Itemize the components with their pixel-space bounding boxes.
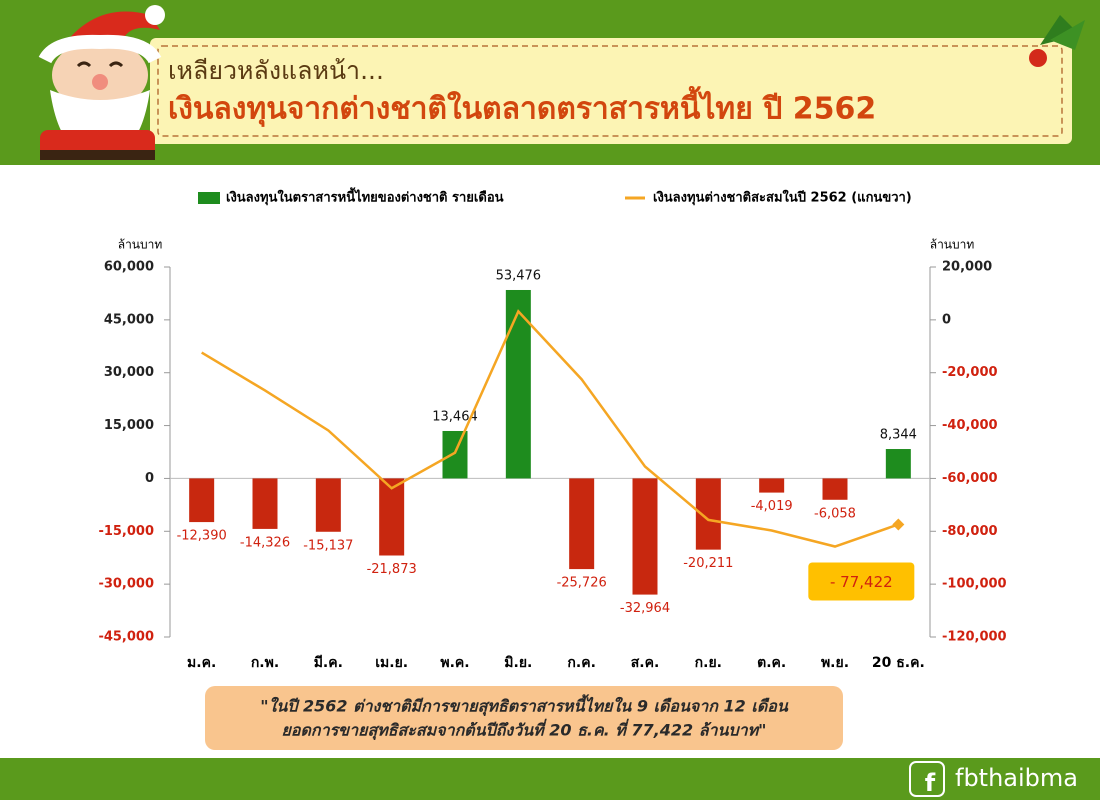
- bar: [252, 478, 278, 529]
- bar: [632, 478, 658, 595]
- annotation-label: - 77,422: [830, 573, 893, 591]
- footer-brand: fbthaibma: [955, 764, 1078, 792]
- bar: [379, 478, 405, 556]
- y-tick-label: -30,000: [98, 577, 154, 592]
- y2-tick-label: -100,000: [942, 577, 1007, 592]
- y2-tick-label: -80,000: [942, 524, 998, 539]
- data-label: -25,726: [557, 576, 607, 591]
- footer-band: [0, 758, 1100, 800]
- x-tick-label: ต.ค.: [757, 655, 786, 671]
- x-tick-label: พ.ค.: [440, 655, 469, 671]
- title-box-border: [157, 45, 1063, 137]
- x-tick-label: เม.ย.: [375, 655, 408, 671]
- y-tick-label: 30,000: [104, 365, 154, 380]
- legend-swatch: [198, 192, 220, 204]
- facebook-icon-letter: f: [925, 769, 936, 797]
- x-tick-label: ส.ค.: [631, 655, 660, 671]
- header-title: เงินลงทุนจากต่างชาติในตลาดตราสารหนี้ไทย …: [168, 86, 876, 128]
- note-box: [205, 686, 843, 750]
- bar: [569, 478, 595, 570]
- bar: [885, 449, 911, 479]
- x-tick-label: 20 ธ.ค.: [872, 655, 925, 671]
- y2-tick-label: -120,000: [942, 630, 1007, 645]
- legend-label: เงินลงทุนในตราสารหนี้ไทยของต่างชาติ รายเ…: [226, 187, 504, 206]
- bar: [822, 478, 848, 500]
- bar: [315, 478, 341, 532]
- bar: [189, 478, 215, 523]
- bar: [442, 430, 468, 479]
- legend-label: เงินลงทุนต่างชาติสะสมในปี 2562 (แกนขวา): [653, 189, 912, 206]
- y-tick-label: -15,000: [98, 524, 154, 539]
- data-label: -14,326: [240, 535, 290, 550]
- line: [201, 309, 899, 548]
- data-label: -4,019: [751, 499, 793, 514]
- y-tick-label: -45,000: [98, 630, 154, 645]
- data-label: 8,344: [880, 428, 917, 443]
- y-tick-label: 0: [145, 471, 154, 486]
- holly: [1029, 15, 1085, 67]
- bar: [759, 478, 785, 493]
- data-label: 13,464: [432, 409, 478, 424]
- x-tick-label: ก.พ.: [251, 655, 279, 671]
- annotation-box: [808, 562, 915, 601]
- header-subtitle: เหลียวหลังแลหน้า...: [168, 56, 384, 85]
- x-tick-label: พ.ย.: [821, 655, 849, 671]
- point-marker: [892, 518, 905, 531]
- bar: [505, 289, 531, 479]
- data-label: -21,873: [367, 562, 417, 577]
- note-line: ยอดการขายสุทธิสะสมจากต้นปีถึงวันที่ 20 ธ…: [282, 719, 767, 741]
- x-tick-label: มิ.ย.: [504, 655, 532, 671]
- data-label: -32,964: [620, 601, 670, 616]
- y2-tick-label: -40,000: [942, 418, 998, 433]
- x-tick-label: ก.ย.: [695, 655, 722, 671]
- y2-tick-label: 0: [942, 312, 951, 327]
- data-label: -6,058: [814, 506, 856, 521]
- data-label: -20,211: [683, 556, 733, 571]
- y2-axis-label: ล้านบาท: [930, 238, 975, 252]
- y2-tick-label: 20,000: [942, 260, 992, 275]
- chart: ล้านบาท ล้านบาท -45,000 -30,000 -15,000 0 15…: [98, 187, 1006, 672]
- data-label: -15,137: [303, 538, 353, 553]
- data-label: 53,476: [496, 268, 542, 283]
- y2-tick-label: -20,000: [942, 365, 998, 380]
- facebook-icon: [909, 761, 945, 797]
- y-axis-label: ล้านบาท: [118, 238, 163, 252]
- title-box: [150, 38, 1072, 144]
- x-tick-label: ม.ค.: [187, 655, 216, 671]
- x-tick-label: ก.ค.: [567, 655, 595, 671]
- note-line: "ในปี 2562 ต่างชาติมีการขายสุทธิตราสารหน…: [260, 694, 789, 717]
- y-tick-label: 60,000: [104, 260, 154, 275]
- y-tick-label: 15,000: [104, 418, 154, 433]
- x-tick-label: มี.ค.: [314, 655, 343, 671]
- y-tick-label: 45,000: [104, 312, 154, 327]
- data-label: -12,390: [177, 529, 227, 544]
- y2-tick-label: -60,000: [942, 471, 998, 486]
- santa: [38, 5, 165, 160]
